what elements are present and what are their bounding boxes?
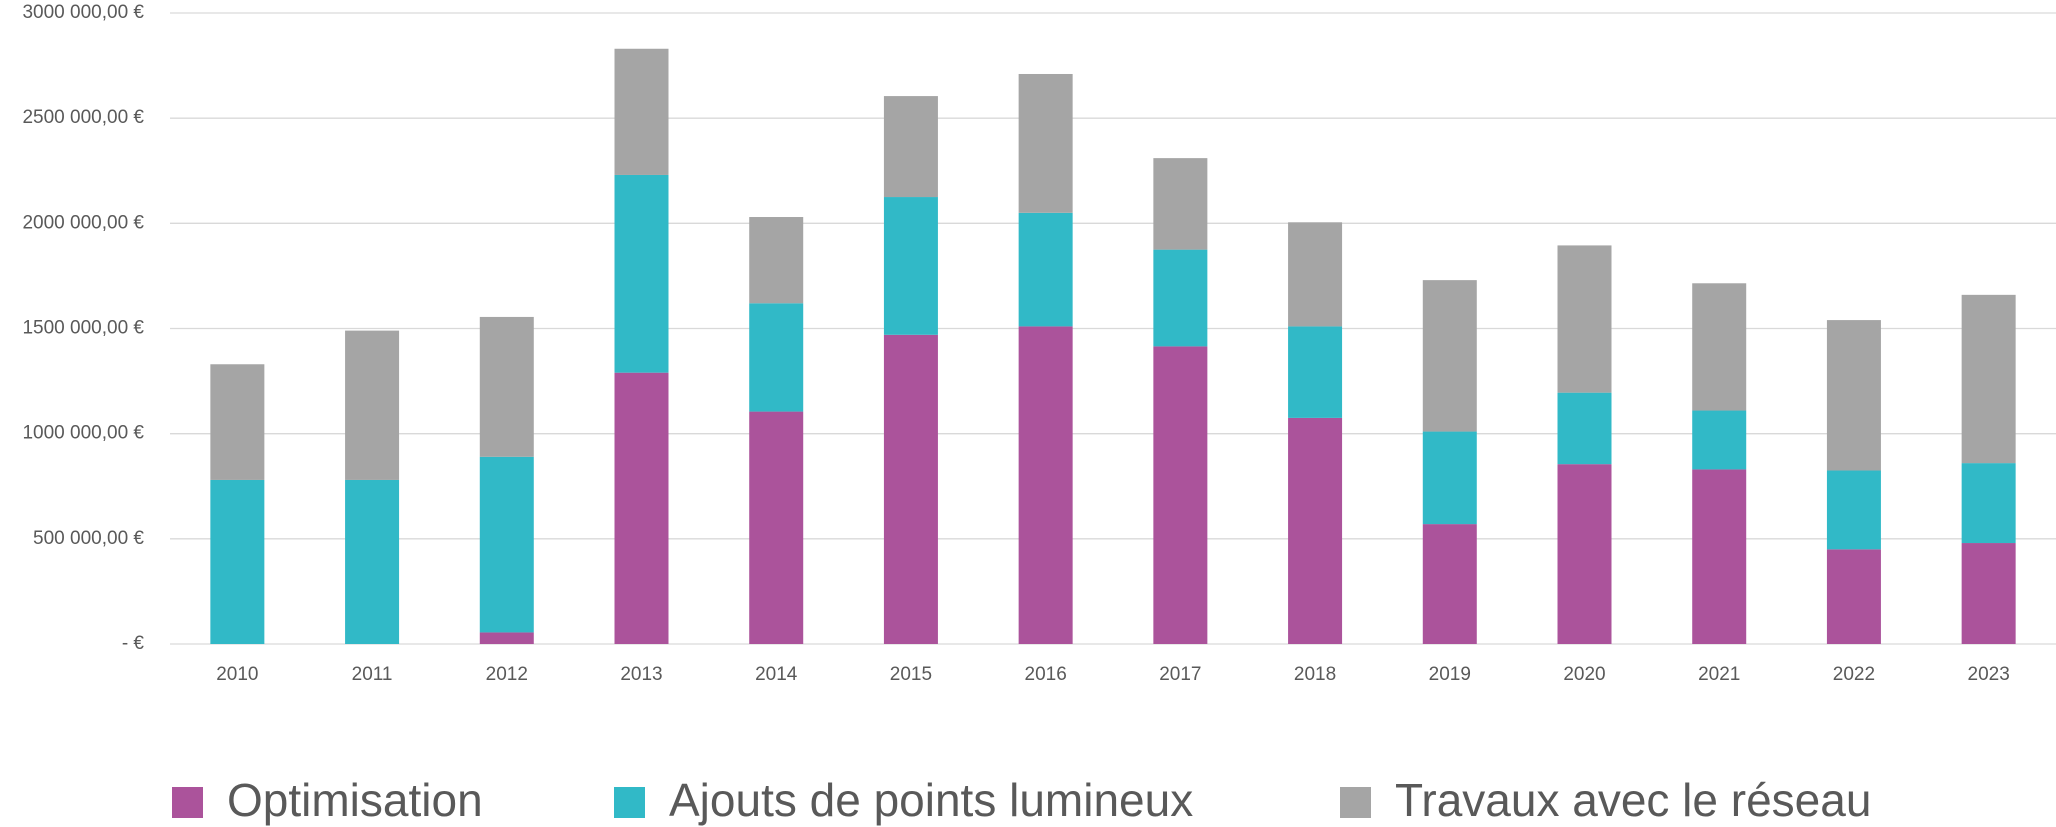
bar-segment: [883, 197, 938, 335]
x-tick-label: 2013: [620, 664, 662, 685]
x-tick-label: 2020: [1563, 664, 1605, 685]
bar-segment: [749, 303, 804, 412]
x-tick-label: 2018: [1294, 664, 1336, 685]
legend-swatch: [172, 787, 203, 818]
x-tick-label: 2014: [755, 664, 798, 685]
x-tick-label: 2022: [1833, 664, 1875, 685]
bar-segment: [1422, 280, 1477, 432]
bar-segment: [749, 411, 804, 644]
bar-segment: [1422, 431, 1477, 525]
bar-segment: [614, 372, 669, 644]
x-tick-label: 2010: [216, 664, 258, 685]
bar-segment: [345, 330, 400, 480]
x-tick-label: 2017: [1159, 664, 1201, 685]
bar-segment: [1826, 320, 1881, 471]
y-tick-label: - €: [122, 633, 145, 654]
bar-segment: [1018, 326, 1073, 644]
bar-segment: [883, 96, 938, 198]
x-tick-label: 2011: [352, 664, 393, 685]
bar-segment: [1692, 410, 1747, 470]
bar-segment: [1961, 463, 2016, 544]
bar-segment: [614, 174, 669, 373]
bar-segment: [210, 364, 265, 480]
bar-segment: [883, 334, 938, 644]
bar-segment: [1153, 158, 1208, 250]
x-tick-label: 2023: [1968, 664, 2010, 685]
bar-segment: [1422, 524, 1477, 644]
bar-segment: [1153, 346, 1208, 644]
legend-label: Optimisation: [227, 774, 483, 826]
bar-segment: [479, 632, 534, 644]
y-tick-label: 1000 000,00 €: [22, 423, 144, 444]
bar-segment: [1692, 283, 1747, 411]
y-tick-label: 2000 000,00 €: [22, 212, 144, 233]
legend-label: Travaux avec le réseau: [1395, 774, 1871, 826]
y-tick-label: 2500 000,00 €: [22, 107, 144, 128]
bar-segment: [1153, 249, 1208, 347]
bar-segment: [1557, 245, 1612, 393]
bar-segment: [1692, 469, 1747, 644]
y-tick-label: 1500 000,00 €: [22, 318, 144, 339]
y-tick-label: 500 000,00 €: [33, 528, 144, 549]
bar-segment: [210, 479, 265, 644]
bar-segment: [1557, 392, 1612, 465]
bar-segment: [1961, 294, 2016, 464]
bar-segment: [1018, 212, 1073, 327]
legend-swatch: [614, 787, 645, 818]
legend-label: Ajouts de points lumineux: [669, 774, 1193, 826]
bar-segment: [1961, 543, 2016, 644]
bar-segment: [479, 456, 534, 633]
x-tick-label: 2012: [486, 664, 528, 685]
bar-segment: [1288, 326, 1343, 418]
bar-segment: [345, 479, 400, 644]
bar-segment: [1826, 470, 1881, 550]
bar-segment: [1557, 464, 1612, 644]
bar-segment: [1288, 417, 1343, 644]
x-tick-label: 2015: [890, 664, 932, 685]
x-tick-label: 2019: [1429, 664, 1471, 685]
bar-segment: [614, 48, 669, 175]
bar-segment: [749, 217, 804, 304]
bar-segment: [1018, 73, 1073, 213]
y-tick-label: 3000 000,00 €: [22, 2, 144, 23]
legend-swatch: [1340, 787, 1371, 818]
bar-segment: [1826, 549, 1881, 644]
bar-segment: [479, 316, 534, 457]
bar-segment: [1288, 222, 1343, 327]
x-tick-label: 2016: [1025, 664, 1067, 685]
x-tick-label: 2021: [1698, 664, 1740, 685]
